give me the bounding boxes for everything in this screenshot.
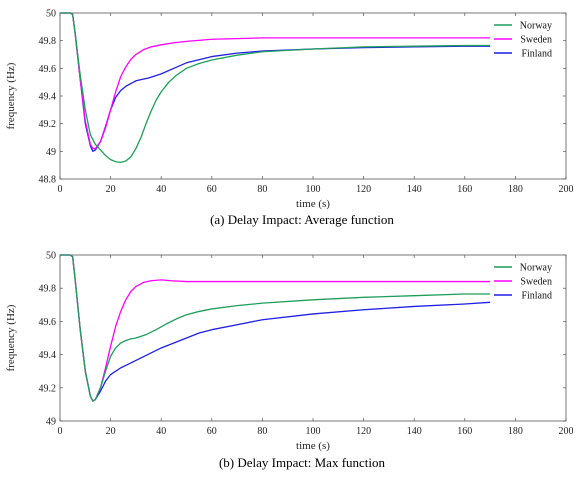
y-tick-label: 49.4 [39,350,57,361]
y-tick-label: 50 [46,251,56,262]
x-tick-label: 60 [207,184,217,195]
series-line-norway [60,12,491,164]
y-tick-label: 50 [46,9,56,20]
x-tick-label: 180 [508,184,523,195]
series-line-norway [60,254,491,402]
x-tick-label: 80 [257,184,267,195]
ticks-b: 0 20 40 60 80 100 120 140 160 180 200 49 49.2 49.4 49.… [39,251,574,438]
y-tick-label: 49.8 [39,284,57,295]
x-tick-label: 160 [457,426,472,437]
x-axis-label-a: time (s) [296,198,330,210]
caption-a: (a) Delay Impact: Average function [210,212,394,227]
legend-label-finland: Finland [521,291,552,302]
y-tick-label: 49 [46,147,56,158]
y-tick-label: 49.2 [39,119,57,130]
legend-a: Norway Sweden Finland [492,17,554,63]
y-tick-label: 49.6 [39,317,57,328]
series-line-sweden [60,254,491,402]
series-line-sweden [60,12,491,150]
y-axis-label-a: frequency (Hz) [5,62,17,129]
x-tick-label: 60 [207,426,217,437]
x-tick-label: 160 [457,184,472,195]
series-lines-a [60,12,491,164]
y-tick-label: 49.2 [39,383,57,394]
legend-label-sweden: Sweden [520,35,552,46]
legend-label-norway: Norway [520,21,552,32]
legend-label-finland: Finland [521,49,552,60]
x-tick-label: 20 [106,184,116,195]
ticks-a: 0 20 40 60 80 100 120 140 160 180 200 48.8 49 49.2 49.… [39,9,574,196]
x-tick-label: 40 [156,426,166,437]
x-tick-label: 0 [58,184,63,195]
y-tick-label: 49.4 [39,92,57,103]
x-tick-label: 100 [306,426,321,437]
series-line-finland [60,12,491,152]
x-tick-label: 100 [306,184,321,195]
legend-label-sweden: Sweden [520,277,552,288]
y-tick-label: 49.6 [39,64,57,75]
x-tick-label: 0 [58,426,63,437]
series-line-finland [60,254,491,402]
legend-b: Norway Sweden Finland [492,259,554,305]
x-tick-label: 140 [407,184,422,195]
x-tick-label: 200 [559,426,574,437]
y-tick-label: 48.8 [39,175,57,186]
series-lines-b [60,254,491,402]
x-tick-label: 20 [106,426,116,437]
caption-b: (b) Delay Impact: Max function [219,455,386,470]
y-tick-label: 49.8 [39,36,57,47]
y-axis-label-b: frequency (Hz) [5,304,17,371]
x-tick-label: 180 [508,426,523,437]
x-tick-label: 120 [356,184,371,195]
x-tick-label: 120 [356,426,371,437]
chart-b: 0 20 40 60 80 100 120 140 160 180 200 49 49.2 49.4 49.… [5,251,574,471]
y-tick-label: 49 [46,417,56,428]
x-tick-label: 40 [156,184,166,195]
x-tick-label: 200 [559,184,574,195]
legend-label-norway: Norway [520,263,552,274]
chart-a: 0 20 40 60 80 100 120 140 160 180 200 48.8 49 49.2 49.… [5,9,574,228]
x-tick-label: 140 [407,426,422,437]
x-tick-label: 80 [257,426,267,437]
x-axis-label-b: time (s) [296,440,330,452]
